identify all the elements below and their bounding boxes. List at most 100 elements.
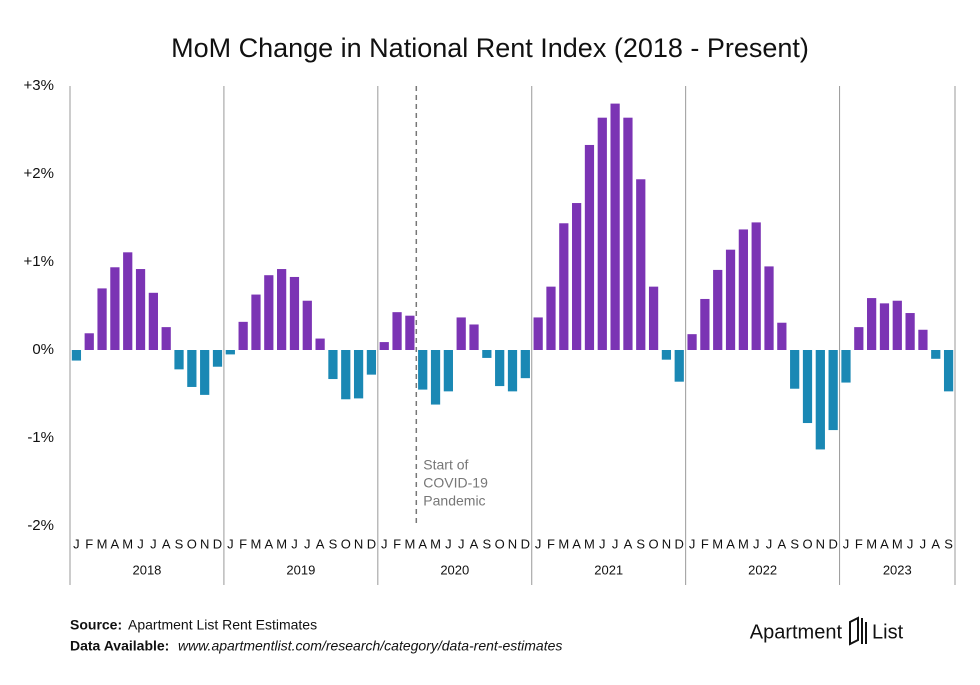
bar xyxy=(123,252,133,350)
brand-icon xyxy=(849,616,867,646)
bar xyxy=(469,324,479,350)
x-tick-label: M xyxy=(122,536,133,551)
bar xyxy=(533,317,543,350)
bar xyxy=(610,103,620,350)
x-tick-label: O xyxy=(495,536,505,551)
x-tick-label: A xyxy=(264,536,273,551)
brand-left: Apartment xyxy=(750,621,843,643)
chart-title: MoM Change in National Rent Index (2018 … xyxy=(171,33,809,63)
bar xyxy=(251,294,261,350)
x-tick-label: M xyxy=(558,536,569,551)
x-tick-label: D xyxy=(828,536,837,551)
bar xyxy=(918,329,928,350)
x-tick-label: S xyxy=(636,536,645,551)
x-tick-label: M xyxy=(276,536,287,551)
x-tick-label: J xyxy=(599,536,606,551)
source-label: Source: xyxy=(70,617,122,633)
x-tick-label: A xyxy=(624,536,633,551)
bar xyxy=(225,350,235,355)
x-tick-label: D xyxy=(367,536,376,551)
bar xyxy=(828,350,838,431)
bar xyxy=(777,322,787,350)
x-tick-label: A xyxy=(572,536,581,551)
bar xyxy=(366,350,377,375)
bar xyxy=(430,350,441,405)
year-label: 2018 xyxy=(132,562,161,577)
x-tick-label: F xyxy=(855,536,863,551)
bar xyxy=(328,350,338,380)
bar xyxy=(97,288,107,350)
x-tick-label: M xyxy=(712,536,723,551)
year-label: 2019 xyxy=(286,562,315,577)
source: Apartment List Rent Estimates xyxy=(128,617,317,633)
x-tick-label: O xyxy=(341,536,351,551)
bar xyxy=(315,338,325,350)
annotation-text: Pandemic xyxy=(423,493,485,509)
x-tick-label: N xyxy=(354,536,363,551)
x-tick-label: J xyxy=(458,536,465,551)
bar xyxy=(584,144,595,350)
bar xyxy=(379,342,389,350)
x-tick-label: O xyxy=(802,536,812,551)
annotation-text: Start of xyxy=(423,457,468,473)
x-tick-label: A xyxy=(418,536,427,551)
x-tick-label: M xyxy=(866,536,877,551)
y-tick-label: -2% xyxy=(27,517,54,534)
bar xyxy=(161,327,171,350)
x-tick-label: M xyxy=(97,536,108,551)
x-tick-label: M xyxy=(738,536,749,551)
x-tick-label: D xyxy=(675,536,684,551)
x-tick-label: J xyxy=(753,536,760,551)
x-tick-label: J xyxy=(535,536,542,551)
y-tick-label: 0% xyxy=(32,341,54,358)
bar xyxy=(187,350,197,387)
bar xyxy=(418,350,428,390)
bar xyxy=(648,286,659,350)
x-tick-label: M xyxy=(584,536,595,551)
bar xyxy=(238,321,248,350)
bar xyxy=(713,269,723,350)
bar xyxy=(623,117,633,351)
x-tick-label: A xyxy=(726,536,735,551)
x-tick-label: S xyxy=(175,536,184,551)
bar xyxy=(546,286,556,350)
bar xyxy=(353,350,364,399)
bar xyxy=(597,117,607,351)
x-tick-label: J xyxy=(304,536,311,551)
bar xyxy=(943,350,954,392)
x-tick-label: A xyxy=(162,536,171,551)
x-tick-label: S xyxy=(329,536,338,551)
bar xyxy=(264,275,274,350)
bar xyxy=(110,267,120,350)
x-tick-label: N xyxy=(816,536,825,551)
bar xyxy=(135,269,146,350)
bar xyxy=(200,350,210,395)
data-label: Data Available: xyxy=(70,638,169,654)
x-tick-label: F xyxy=(85,536,93,551)
bar xyxy=(751,222,761,350)
bar xyxy=(277,269,287,350)
x-tick-label: D xyxy=(213,536,222,551)
bar xyxy=(802,350,813,424)
bar xyxy=(456,317,466,350)
x-tick-label: D xyxy=(521,536,530,551)
year-label: 2020 xyxy=(440,562,469,577)
bar xyxy=(507,350,518,392)
x-tick-label: J xyxy=(137,536,144,551)
x-tick-label: O xyxy=(649,536,659,551)
bar xyxy=(687,334,697,350)
y-tick-label: +1% xyxy=(24,253,54,270)
x-tick-label: O xyxy=(187,536,197,551)
bar xyxy=(520,350,530,379)
x-tick-label: J xyxy=(445,536,452,551)
bar xyxy=(815,350,825,450)
bar xyxy=(892,300,902,350)
bar xyxy=(854,327,864,350)
bar xyxy=(738,229,748,350)
bar xyxy=(495,350,505,387)
x-tick-label: J xyxy=(920,536,927,551)
year-label: 2021 xyxy=(594,562,623,577)
y-tick-label: -1% xyxy=(27,429,54,446)
x-tick-label: J xyxy=(227,536,234,551)
